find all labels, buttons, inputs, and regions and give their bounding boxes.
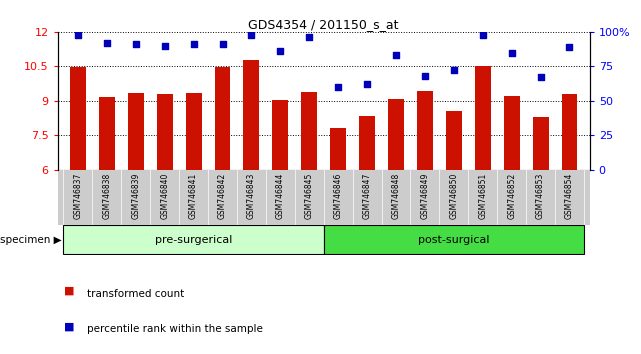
Bar <box>417 91 433 170</box>
Point <box>506 50 517 55</box>
Text: GSM746854: GSM746854 <box>565 172 574 219</box>
Text: GSM746840: GSM746840 <box>160 172 169 219</box>
Text: GSM746842: GSM746842 <box>218 172 227 219</box>
Text: GSM746847: GSM746847 <box>363 172 372 219</box>
Point <box>362 81 372 87</box>
Bar <box>504 96 520 170</box>
Text: GSM746839: GSM746839 <box>131 172 140 219</box>
Point <box>333 84 344 90</box>
Point <box>420 73 430 79</box>
Text: GSM746848: GSM746848 <box>392 172 401 219</box>
Text: GSM746851: GSM746851 <box>478 172 487 219</box>
Bar <box>63 225 324 254</box>
Text: GSM746853: GSM746853 <box>536 172 545 219</box>
Bar <box>301 92 317 170</box>
Text: GSM746849: GSM746849 <box>420 172 429 219</box>
Text: GSM746844: GSM746844 <box>276 172 285 219</box>
Text: GSM746850: GSM746850 <box>449 172 458 219</box>
Point <box>449 68 459 73</box>
Point <box>275 48 285 54</box>
Point <box>391 52 401 58</box>
Title: GDS4354 / 201150_s_at: GDS4354 / 201150_s_at <box>249 18 399 31</box>
Bar <box>324 225 584 254</box>
Text: percentile rank within the sample: percentile rank within the sample <box>87 324 262 334</box>
Bar <box>186 93 201 170</box>
Bar <box>388 99 404 170</box>
Point <box>564 44 574 50</box>
Text: GSM746843: GSM746843 <box>247 172 256 219</box>
Text: post-surgical: post-surgical <box>418 235 490 245</box>
Text: GSM746838: GSM746838 <box>103 172 112 219</box>
Bar <box>244 60 260 170</box>
Bar <box>359 116 375 170</box>
Text: GSM746852: GSM746852 <box>507 172 516 219</box>
Text: specimen ▶: specimen ▶ <box>0 235 62 245</box>
Text: GSM746841: GSM746841 <box>189 172 198 219</box>
Bar <box>156 94 172 170</box>
Point <box>73 32 83 38</box>
Text: GSM746837: GSM746837 <box>74 172 83 219</box>
Text: ■: ■ <box>64 321 74 331</box>
Text: ■: ■ <box>64 286 74 296</box>
Bar <box>475 66 491 170</box>
Text: GSM746846: GSM746846 <box>334 172 343 219</box>
Point <box>304 35 314 40</box>
Text: transformed count: transformed count <box>87 289 184 299</box>
Point <box>160 43 170 48</box>
Bar <box>215 67 231 170</box>
Text: GSM746845: GSM746845 <box>304 172 313 219</box>
Point <box>102 40 112 46</box>
Point <box>188 41 199 47</box>
Bar <box>99 97 115 170</box>
Point <box>131 41 141 47</box>
Point <box>535 74 545 80</box>
Point <box>478 32 488 38</box>
Point <box>246 32 256 38</box>
Bar <box>128 93 144 170</box>
Bar <box>446 111 462 170</box>
Point <box>217 41 228 47</box>
Bar <box>330 128 346 170</box>
Bar <box>562 94 578 170</box>
Text: pre-surgerical: pre-surgerical <box>155 235 232 245</box>
Bar <box>272 100 288 170</box>
Bar <box>70 67 86 170</box>
Bar <box>533 117 549 170</box>
